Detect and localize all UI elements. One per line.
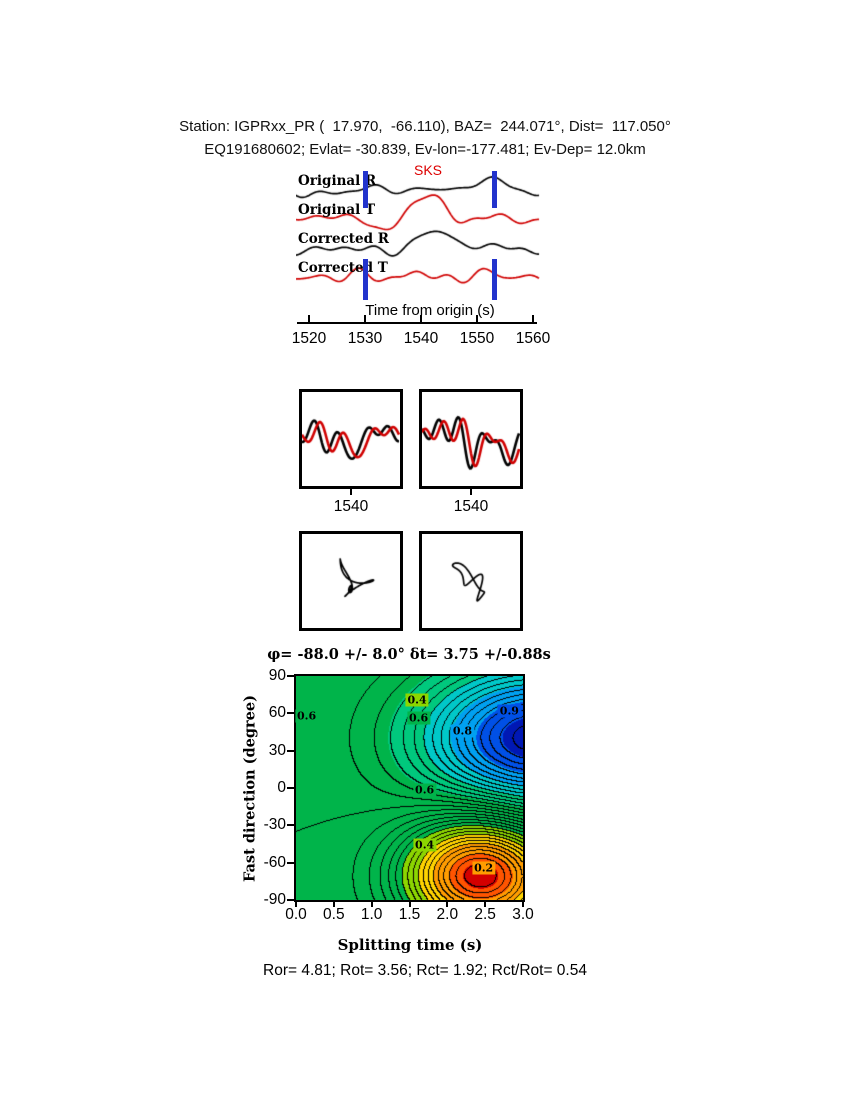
compare-tick-1 xyxy=(350,489,352,495)
time-axis-tick xyxy=(532,315,534,322)
contour-value-label: 0.6 xyxy=(407,711,431,725)
contour-xtick-label: 3.0 xyxy=(512,906,534,923)
particle-motion-panel-1 xyxy=(299,531,403,631)
time-axis-tick xyxy=(308,315,310,322)
contour-label-layer: 0.4 0.6 0.8 0.9 0.6 0.6 0.4 0.2 xyxy=(295,676,523,900)
contour-ytick-label: -30 xyxy=(263,816,286,834)
contour-ytick-label: 60 xyxy=(268,704,286,722)
compare-tick-2 xyxy=(470,489,472,495)
contour-ytick xyxy=(287,861,294,864)
trace-label-corrected-t: Corrected T xyxy=(298,260,388,276)
contour-xtick-labels: 0.0 0.5 1.0 1.5 2.0 2.5 3.0 xyxy=(285,906,534,924)
particle-motion-panel-2 xyxy=(419,531,523,631)
seismogram-traces-canvas xyxy=(296,160,540,310)
waveform-compare-panel-1 xyxy=(299,389,403,489)
window-marker-start-top xyxy=(363,171,368,208)
contour-value-label: 0.6 xyxy=(413,783,437,797)
contour-ytick xyxy=(287,712,294,715)
contour-xtick-label: 1.0 xyxy=(360,906,383,923)
time-axis: 1520 1530 1540 1550 1560 xyxy=(292,315,550,347)
time-axis-tick-label: 1520 xyxy=(291,330,327,347)
compare-canvas-1 xyxy=(302,392,400,486)
compare-tick-label-1: 1540 xyxy=(333,498,369,515)
window-marker-end-top xyxy=(492,171,497,208)
contour-value-label: 0.8 xyxy=(450,724,475,738)
contour-ytick xyxy=(287,899,294,901)
time-axis-tick-label: 1550 xyxy=(459,330,495,347)
waveform-compare-panel-2 xyxy=(419,389,523,489)
contour-value-label: 0.9 xyxy=(497,704,521,718)
contour-ytick-label: 0 xyxy=(277,779,286,796)
station-info-line: Station: IGPRxx_PR ( 17.970, -66.110), B… xyxy=(179,118,671,135)
time-axis-tick-label: 1540 xyxy=(403,330,439,347)
contour-xtick-label: 0.5 xyxy=(323,906,345,923)
time-axis-tick xyxy=(476,315,478,322)
particle-motion-canvas-2 xyxy=(422,534,520,628)
contour-xtick-label: 0.0 xyxy=(285,906,307,923)
phase-label-sks: SKS xyxy=(414,162,443,178)
contour-value-label: 0.6 xyxy=(295,709,319,723)
particle-motion-canvas-1 xyxy=(302,534,400,628)
trace-label-corrected-r: Corrected R xyxy=(298,231,389,247)
window-marker-end-bottom xyxy=(492,259,497,300)
time-axis-tick xyxy=(420,315,422,322)
trace-label-original-t: Original T xyxy=(298,202,376,218)
contour-title: φ= -88.0 +/- 8.0° δt= 3.75 +/-0.88s xyxy=(267,646,551,663)
contour-ytick-label: 30 xyxy=(268,741,286,759)
contour-xtick-label: 2.5 xyxy=(474,906,496,923)
compare-tick-label-2: 1540 xyxy=(453,498,489,515)
time-axis-tick-label: 1560 xyxy=(515,330,551,347)
quality-stats-line: Ror= 4.81; Rot= 3.56; Rct= 1.92; Rct/Rot… xyxy=(263,962,587,979)
time-axis-tick-label: 1530 xyxy=(347,330,383,347)
window-marker-start-bottom xyxy=(363,259,368,300)
contour-ytick xyxy=(287,675,294,677)
contour-ytick xyxy=(287,749,294,752)
contour-ytick-label: -90 xyxy=(263,891,286,908)
contour-ytick xyxy=(287,787,294,789)
contour-value-label: 0.2 xyxy=(472,861,496,875)
contour-value-label: 0.4 xyxy=(413,838,437,852)
compare-canvas-2 xyxy=(422,392,520,486)
contour-ytick-labels: 90 60 30 0 -30 -60 -90 xyxy=(238,667,286,908)
contour-ytick-label: 90 xyxy=(268,667,286,684)
contour-value-label: 0.4 xyxy=(405,693,429,707)
time-axis-label: Time from origin (s) xyxy=(365,302,495,319)
contour-xtick-label: 2.0 xyxy=(436,906,459,923)
contour-xlabel: Splitting time (s) xyxy=(337,936,483,954)
seismogram-panel: Original R Original T Corrected R Correc… xyxy=(296,160,540,310)
contour-ytick xyxy=(287,824,294,827)
contour-xtick-label: 1.5 xyxy=(398,906,421,923)
time-axis-tick xyxy=(364,315,366,322)
contour-ytick-label: -60 xyxy=(263,853,286,871)
event-info-line: EQ191680602; Evlat= -30.839, Ev-lon=-177… xyxy=(204,141,646,158)
trace-label-original-r: Original R xyxy=(298,173,377,189)
